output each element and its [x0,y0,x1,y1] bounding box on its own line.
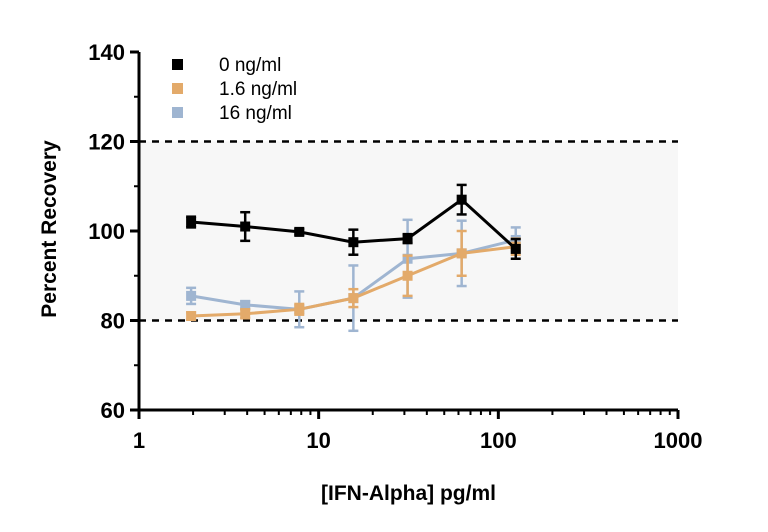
data-point [240,308,251,319]
x-axis-title: [IFN-Alpha] pg/ml [321,482,496,505]
data-point [348,293,359,304]
data-point [186,311,197,322]
data-point [348,237,359,248]
y-axis-title: Percent Recovery [38,140,61,318]
data-point [456,248,467,259]
x-tick-label: 10 [306,428,330,453]
data-point [294,304,305,315]
data-point [240,221,251,232]
series-layer [186,183,521,333]
y-tick-label: 100 [88,219,125,244]
y-tick-label: 60 [101,398,125,423]
legend: 0 ng/ml 1.6 ng/ml 16 ng/ml [172,55,297,124]
data-point [186,290,197,301]
legend-label: 16 ng/ml [219,103,292,124]
y-tick-label: 120 [88,130,125,155]
data-point [186,217,197,228]
series-1 [186,229,521,322]
legend-item: 16 ng/ml [172,103,292,124]
series-0 [186,183,521,260]
legend-label: 1.6 ng/ml [219,79,297,100]
legend-label: 0 ng/ml [219,55,281,76]
data-point [240,299,251,310]
legend-item: 0 ng/ml [172,55,281,76]
data-point [294,226,305,237]
data-point [456,194,467,205]
legend-swatch [172,107,183,118]
x-tick-label: 1 [133,428,145,453]
axes: 60 80 100 120 140 1 10 100 1000 [88,40,702,453]
y-tick-label: 80 [101,309,125,334]
x-tick-label: 1000 [654,428,703,453]
y-tick-label: 140 [88,40,125,65]
legend-item: 1.6 ng/ml [172,79,297,100]
legend-swatch [172,59,183,70]
data-point [402,233,413,244]
data-point [402,270,413,281]
x-tick-label: 100 [480,428,517,453]
legend-swatch [172,83,183,94]
data-point [510,243,521,254]
